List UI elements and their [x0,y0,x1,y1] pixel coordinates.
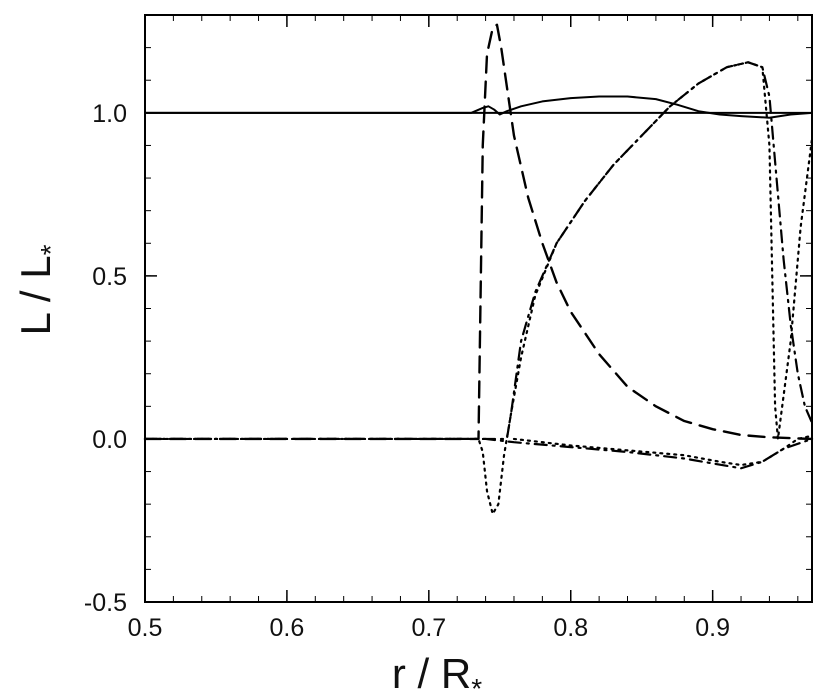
y-axis-title: L / L* [12,244,66,335]
plot-frame [144,14,813,603]
axis-ticks [144,14,812,603]
y-tick-label: -0.5 [84,589,127,617]
x-tick-label: 0.6 [270,614,305,642]
series-line-solid-0 [144,95,813,119]
axis-tick-labels: 0.5 0.6 0.7 0.8 0.9 -0.5 0.0 0.5 1.0 [84,100,730,642]
x-tick-label: 0.5 [128,614,163,642]
series-line-dotted-6 [512,434,814,467]
y-tick-label: 0.5 [92,263,127,291]
x-tick-label: 0.8 [553,614,588,642]
x-axis-title: r / R* [392,650,482,699]
data-series [143,23,814,516]
x-tick-label: 0.7 [411,614,446,642]
series-line-dashed-2 [143,23,814,441]
x-axis-title-main: r / R [392,650,471,697]
y-tick-label: 1.0 [92,100,127,128]
series-line-dashdot-4 [143,61,814,441]
series-line-dotted-3 [143,61,814,516]
x-tick-label: 0.9 [695,614,730,642]
y-axis-title-subscript: * [35,244,66,255]
x-axis-title-subscript: * [471,673,482,699]
series-line-dashdot-5 [143,437,814,470]
y-tick-label: 0.0 [92,426,127,454]
y-axis-title-main: L / L [12,255,59,335]
